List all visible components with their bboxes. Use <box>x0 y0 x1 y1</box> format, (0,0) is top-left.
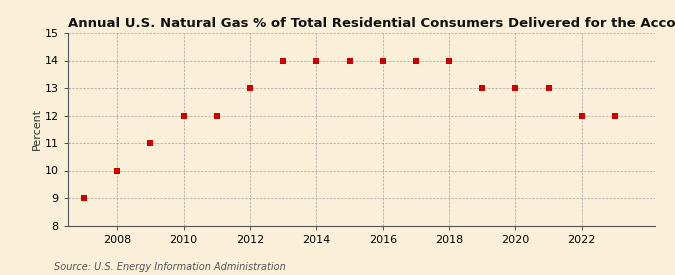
Point <box>211 113 222 118</box>
Text: Annual U.S. Natural Gas % of Total Residential Consumers Delivered for the Accou: Annual U.S. Natural Gas % of Total Resid… <box>68 17 675 31</box>
Point <box>277 58 288 63</box>
Point <box>112 168 123 173</box>
Y-axis label: Percent: Percent <box>32 108 42 150</box>
Point <box>244 86 255 90</box>
Text: Source: U.S. Energy Information Administration: Source: U.S. Energy Information Administ… <box>54 262 286 272</box>
Point <box>377 58 388 63</box>
Point <box>178 113 189 118</box>
Point <box>576 113 587 118</box>
Point <box>79 196 90 200</box>
Point <box>443 58 454 63</box>
Point <box>510 86 521 90</box>
Point <box>410 58 421 63</box>
Point <box>477 86 487 90</box>
Point <box>543 86 554 90</box>
Point <box>610 113 620 118</box>
Point <box>145 141 156 145</box>
Point <box>311 58 322 63</box>
Point <box>344 58 355 63</box>
